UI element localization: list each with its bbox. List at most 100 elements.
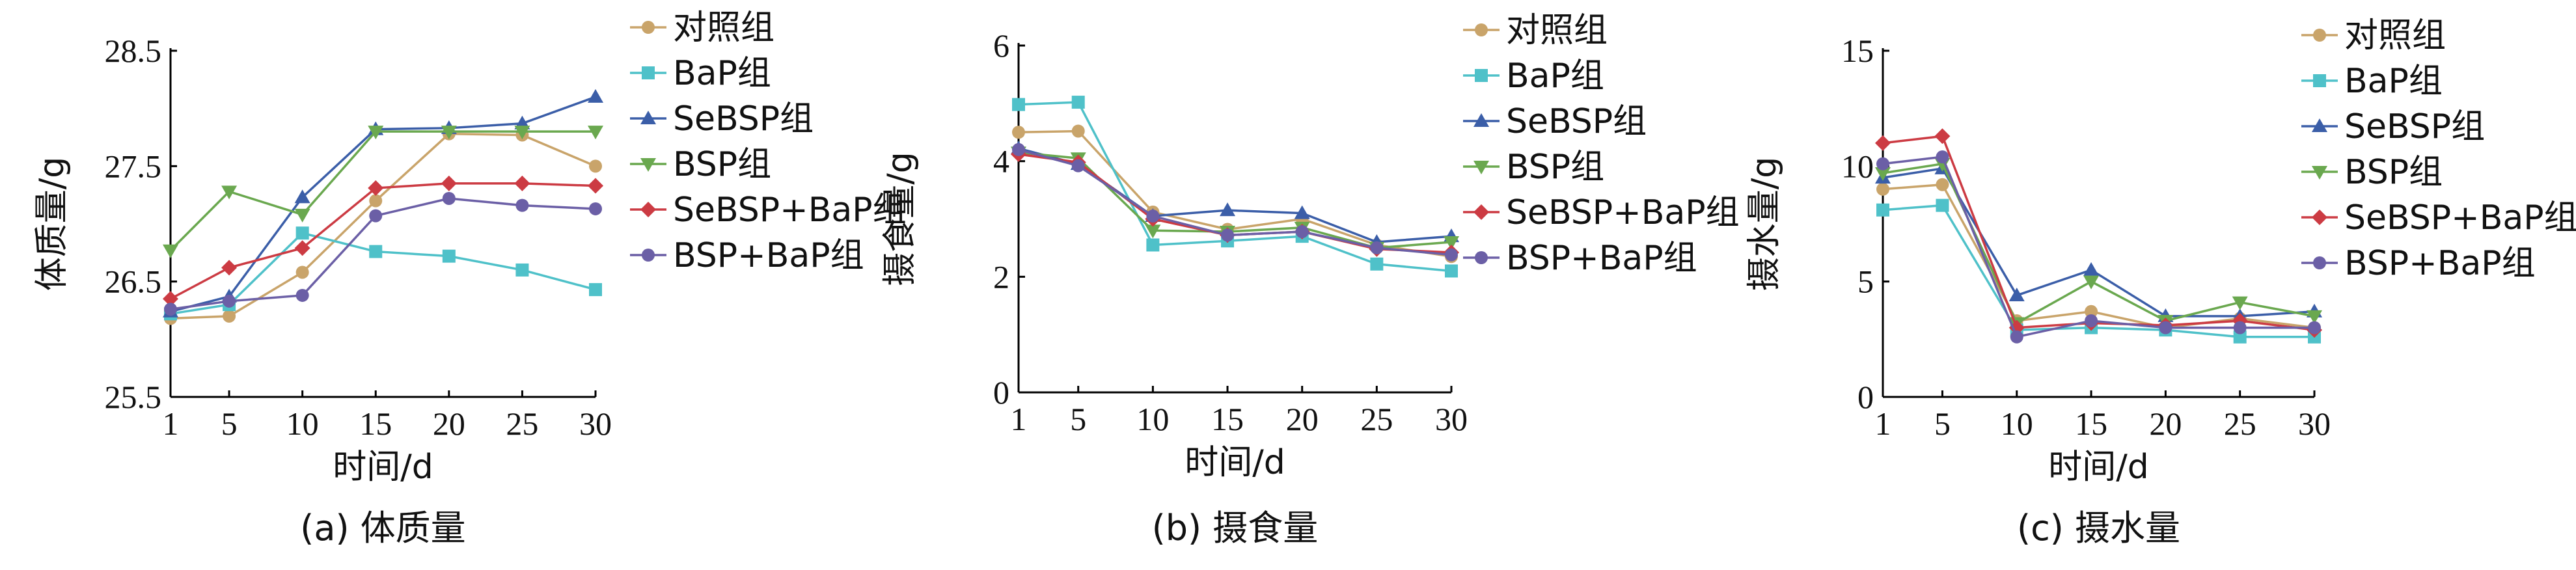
series-4 bbox=[163, 126, 603, 258]
legend-label: 对照组 bbox=[1506, 11, 1608, 50]
legend-label: SeBSP+BaP组 bbox=[1506, 193, 1740, 232]
data-point bbox=[295, 288, 309, 302]
legend-label: BSP组 bbox=[1506, 148, 1604, 187]
panel-caption: (a) 体质量 bbox=[300, 508, 465, 549]
legend-label: BaP组 bbox=[673, 54, 771, 93]
legend-label: SeBSP组 bbox=[2344, 107, 2485, 146]
x-tick-label: 25 bbox=[1360, 401, 1393, 437]
legend-marker bbox=[642, 21, 655, 34]
legend-marker bbox=[640, 202, 656, 217]
x-tick-label: 1 bbox=[1011, 401, 1027, 437]
data-point bbox=[2085, 314, 2098, 327]
series-line bbox=[169, 130, 596, 252]
legend-marker bbox=[1473, 113, 1489, 127]
data-point bbox=[515, 198, 529, 212]
y-axis-title: 体质量/g bbox=[33, 157, 72, 292]
x-tick-label: 15 bbox=[359, 405, 392, 442]
x-axis-title: 时间/d bbox=[2048, 448, 2149, 487]
data-point bbox=[295, 265, 309, 279]
y-tick-label: 27.5 bbox=[105, 148, 162, 184]
data-point bbox=[1220, 202, 1236, 217]
legend-marker bbox=[1475, 23, 1488, 36]
x-tick-label: 20 bbox=[2149, 405, 2182, 442]
x-tick-label: 1 bbox=[163, 405, 179, 442]
data-point bbox=[588, 126, 603, 140]
data-point bbox=[1295, 225, 1309, 239]
x-tick-label: 10 bbox=[286, 405, 319, 442]
legend-item: BSP+BaP组 bbox=[630, 236, 864, 275]
data-point bbox=[368, 126, 384, 140]
legend-marker bbox=[640, 158, 656, 172]
legend-item: SeBSP+BaP组 bbox=[2301, 198, 2576, 238]
legend-marker bbox=[2312, 210, 2327, 225]
x-tick-label: 10 bbox=[1136, 401, 1169, 437]
x-tick-label: 5 bbox=[1070, 401, 1086, 437]
x-tick-label: 20 bbox=[1286, 401, 1319, 437]
data-point bbox=[588, 88, 603, 103]
legend-item: SeBSP+BaP组 bbox=[630, 191, 907, 230]
legend-marker bbox=[1473, 204, 1489, 220]
x-tick-label: 30 bbox=[2298, 405, 2331, 442]
data-point bbox=[442, 249, 456, 263]
x-tick-label: 15 bbox=[2075, 405, 2107, 442]
legend-label: 对照组 bbox=[673, 8, 774, 48]
data-point bbox=[368, 180, 384, 197]
chart-panel-1: 1 5 10 15 20 25 3025.526.527.528.5时间/d体质量/g(a)… bbox=[33, 8, 907, 549]
data-point bbox=[442, 191, 456, 205]
x-tick-label: 30 bbox=[579, 405, 612, 442]
data-point bbox=[1146, 210, 1160, 223]
data-point bbox=[1875, 167, 1891, 181]
data-point bbox=[1071, 96, 1085, 109]
legend-item: BaP组 bbox=[1463, 57, 1604, 96]
data-point bbox=[1445, 264, 1458, 278]
data-point bbox=[369, 245, 383, 258]
data-point bbox=[588, 178, 603, 194]
series-line bbox=[170, 182, 596, 300]
legend-item: BaP组 bbox=[2301, 62, 2443, 101]
data-point bbox=[294, 189, 310, 204]
data-point bbox=[221, 185, 238, 200]
y-tick-label: 4 bbox=[993, 143, 1009, 180]
data-point bbox=[589, 202, 602, 215]
data-point bbox=[1876, 203, 1889, 217]
legend-label: 对照组 bbox=[2344, 16, 2446, 55]
data-point bbox=[1876, 182, 1889, 196]
legend-label: BSP组 bbox=[673, 145, 771, 184]
legend-marker bbox=[642, 66, 655, 79]
legend-label: SeBSP组 bbox=[1506, 102, 1647, 141]
data-point bbox=[163, 244, 178, 258]
y-tick-label: 6 bbox=[993, 27, 1009, 64]
series-6 bbox=[1876, 150, 2321, 344]
data-point bbox=[1071, 159, 1085, 172]
legend-item: SeBSP组 bbox=[630, 100, 814, 139]
y-axis-title: 摄食量/g bbox=[881, 152, 920, 286]
y-tick-label: 5 bbox=[1857, 264, 1874, 300]
legend-marker bbox=[2313, 256, 2326, 269]
series-5 bbox=[163, 175, 603, 307]
x-axis-title: 时间/d bbox=[333, 448, 433, 487]
data-point bbox=[2008, 319, 2025, 336]
data-point bbox=[2008, 287, 2025, 301]
data-point bbox=[1146, 238, 1160, 252]
legend-marker bbox=[2312, 166, 2327, 180]
y-axis-title: 摄水量/g bbox=[1745, 157, 1784, 292]
data-point bbox=[2159, 321, 2172, 334]
data-point bbox=[1012, 126, 1025, 139]
panel-caption: (c) 摄水量 bbox=[2017, 508, 2180, 549]
series-line bbox=[1882, 135, 2315, 331]
legend-label: BSP+BaP组 bbox=[673, 236, 864, 275]
legend-item: 对照组 bbox=[630, 8, 774, 48]
y-tick-label: 15 bbox=[1841, 33, 1874, 69]
data-point bbox=[1875, 135, 1891, 151]
x-tick-label: 5 bbox=[1934, 405, 1951, 442]
data-point bbox=[514, 126, 530, 140]
y-tick-label: 25.5 bbox=[105, 379, 162, 415]
data-point bbox=[1012, 142, 1025, 156]
y-tick-label: 10 bbox=[1841, 148, 1874, 184]
data-point bbox=[2083, 262, 2100, 276]
data-point bbox=[221, 260, 238, 276]
data-point bbox=[589, 283, 602, 297]
legend: 对照组 BaP组 SeBSP组 BSP组 SeBSP+BaP组 BSP+BaP组 bbox=[630, 8, 907, 275]
data-point bbox=[164, 303, 177, 316]
